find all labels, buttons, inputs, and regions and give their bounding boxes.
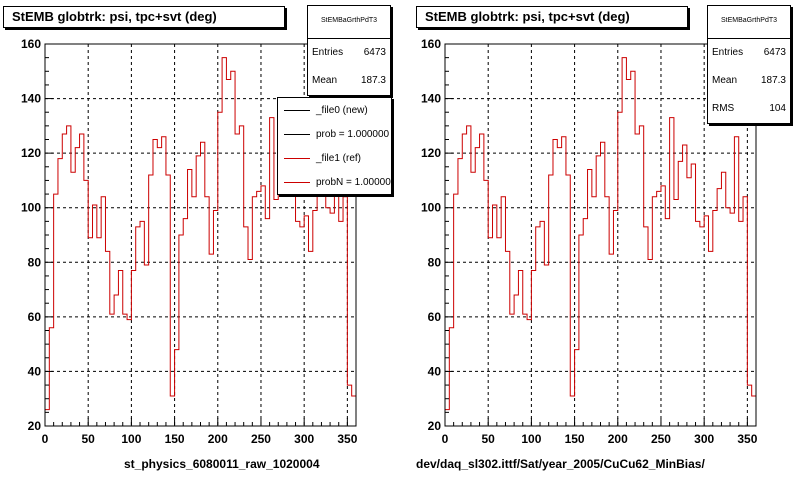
right-entries-label: Entries: [712, 47, 744, 58]
left-ytick-label-120: 120: [21, 146, 41, 160]
right-ytick-label-120: 120: [421, 146, 441, 160]
right-xtick-label-250: 250: [651, 432, 671, 446]
legend-label-file1: _file1 (ref): [316, 152, 362, 164]
left-xtick-label-250: 250: [251, 432, 271, 446]
left-histogram-title: StEMB globtrk: psi, tpc+svt (deg): [3, 6, 285, 28]
right-xtick-label-200: 200: [608, 432, 628, 446]
legend-swatch-prob: [284, 133, 310, 135]
right-histogram-title: StEMB globtrk: psi, tpc+svt (deg): [416, 6, 688, 28]
right-xtick-label-150: 150: [565, 432, 585, 446]
right-xtick-label-50: 50: [482, 432, 496, 446]
left-stats-box: StEMBaGrthPdT3 Entries 6473 Mean 187.3: [307, 5, 391, 96]
left-stats-entries: Entries 6473: [308, 39, 390, 67]
left-ytick-label-60: 60: [28, 310, 42, 324]
left-xtick-label-0: 0: [42, 432, 49, 446]
left-ytick-label-40: 40: [28, 364, 42, 378]
legend-swatch-probn: [284, 181, 310, 183]
left-stats-mean: Mean 187.3: [308, 67, 390, 95]
right-file-label: dev/daq_sl302.ittf/Sat/year_2005/CuCu62_…: [416, 457, 705, 471]
legend-swatch-file0: [284, 109, 310, 111]
left-entries-value: 6473: [363, 47, 386, 58]
right-xtick-label-350: 350: [737, 432, 757, 446]
right-series-line-0: [444, 57, 757, 426]
right-ytick-label-60: 60: [428, 310, 442, 324]
right-rms-label: RMS: [712, 103, 735, 114]
right-ytick-label-40: 40: [428, 364, 442, 378]
legend-label-file0: _file0 (new): [316, 104, 368, 116]
left-xtick-label-50: 50: [82, 432, 96, 446]
left-ytick-label-140: 140: [21, 92, 41, 106]
right-ytick-label-100: 100: [421, 201, 441, 215]
right-stats-name: StEMBaGrthPdT3: [708, 6, 790, 39]
right-xtick-label-300: 300: [694, 432, 714, 446]
left-mean-label: Mean: [312, 75, 338, 86]
right-entries-value: 6473: [763, 47, 786, 58]
legend-swatch-file1: [284, 157, 310, 159]
right-stats-rms: RMS 104: [708, 95, 790, 123]
right-ytick-label-160: 160: [421, 37, 441, 51]
left-mean-value: 187.3: [360, 75, 386, 86]
left-xtick-label-300: 300: [294, 432, 314, 446]
right-stats-box: StEMBaGrthPdT3 Entries 6473 Mean 187.3 R…: [707, 5, 791, 124]
right-ytick-label-20: 20: [428, 419, 442, 433]
right-ytick-label-140: 140: [421, 92, 441, 106]
legend-item-prob: prob = 1.000000: [278, 122, 391, 146]
right-stats-entries: Entries 6473: [708, 39, 790, 67]
left-stats-name: StEMBaGrthPdT3: [308, 6, 390, 39]
left-ytick-label-100: 100: [21, 201, 41, 215]
right-xtick-label-0: 0: [442, 432, 449, 446]
right-mean-value: 187.3: [760, 75, 786, 86]
left-file-label: st_physics_6080011_raw_1020004: [124, 457, 320, 471]
left-xtick-label-350: 350: [337, 432, 357, 446]
left-xtick-label-150: 150: [165, 432, 185, 446]
left-xtick-label-200: 200: [208, 432, 228, 446]
left-ytick-label-80: 80: [28, 255, 42, 269]
left-legend: _file0 (new) prob = 1.000000 _file1 (ref…: [277, 97, 392, 195]
right-stats-mean: Mean 187.3: [708, 67, 790, 95]
left-xtick-label-100: 100: [121, 432, 141, 446]
left-series-line-0: [44, 57, 357, 426]
left-ytick-label-160: 160: [21, 37, 41, 51]
left-ytick-label-20: 20: [28, 419, 42, 433]
legend-label-probn: probN = 1.000000: [316, 176, 392, 188]
right-xtick-label-100: 100: [521, 432, 541, 446]
right-rms-value: 104: [769, 103, 786, 114]
left-entries-label: Entries: [312, 47, 344, 58]
legend-label-prob: prob = 1.000000: [316, 128, 390, 140]
legend-item-file0: _file0 (new): [278, 98, 391, 122]
legend-item-file1: _file1 (ref): [278, 146, 391, 170]
right-ytick-label-80: 80: [428, 255, 442, 269]
legend-item-probn: probN = 1.000000: [278, 170, 391, 194]
right-mean-label: Mean: [712, 75, 738, 86]
